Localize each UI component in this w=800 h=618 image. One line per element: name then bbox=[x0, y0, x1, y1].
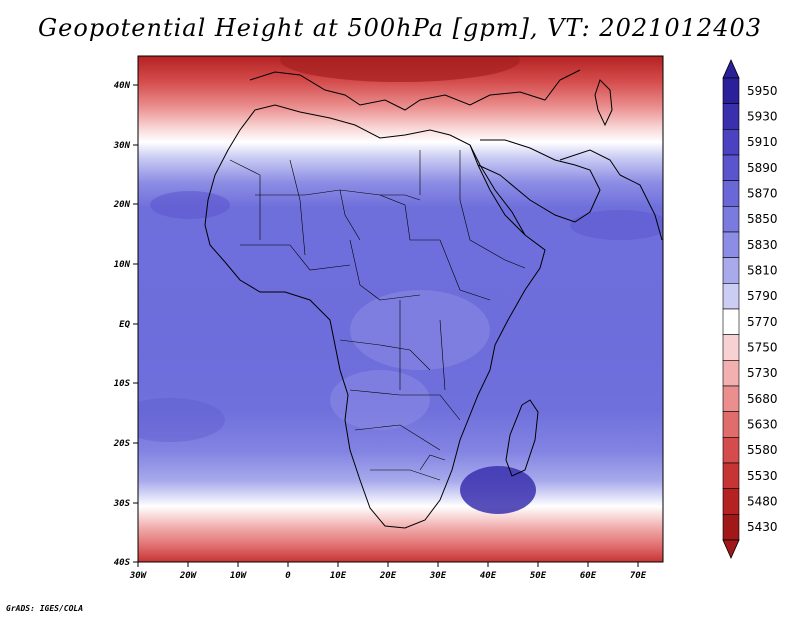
y-tick-label: 10N bbox=[114, 260, 131, 270]
madagascar-coastline bbox=[505, 399, 539, 477]
colorbar-swatch bbox=[722, 514, 740, 541]
colorbar-label: 5730 bbox=[747, 366, 778, 380]
colorbar-swatch bbox=[722, 411, 740, 438]
y-tick-label: 20N bbox=[113, 200, 131, 210]
x-tick-label: 0 bbox=[285, 571, 291, 581]
colorbar-swatch bbox=[722, 283, 740, 310]
colorbar-min-arrow bbox=[722, 539, 740, 559]
x-tick-label: 10E bbox=[330, 571, 347, 581]
x-tick-label: 20E bbox=[379, 571, 397, 581]
colorbar-label: 5910 bbox=[747, 135, 778, 149]
africa-coastline bbox=[204, 104, 546, 529]
y-tick-label: EQ bbox=[119, 320, 130, 330]
colorbar-swatch bbox=[722, 360, 740, 387]
x-tick-labels: 30W 20W 10W 0 10E 20E 30E 40E 50E 60E 70… bbox=[129, 571, 647, 581]
colorbar-label: 5850 bbox=[747, 212, 778, 226]
colorbar-max-arrow bbox=[722, 59, 740, 79]
colorbar-label: 5580 bbox=[747, 443, 778, 457]
india-coast bbox=[619, 174, 663, 241]
colorbar-label: 5890 bbox=[747, 161, 778, 175]
colorbar-swatch bbox=[722, 308, 740, 335]
colorbar-swatch bbox=[722, 385, 740, 412]
map-title: Geopotential Height at 500hPa [gpm], VT:… bbox=[38, 14, 762, 42]
colorbar-label: 5480 bbox=[747, 495, 778, 509]
colorbar-swatch bbox=[722, 129, 740, 156]
y-axis bbox=[133, 84, 138, 563]
coastlines bbox=[204, 69, 663, 529]
colorbar-swatch bbox=[722, 103, 740, 130]
colorbar-swatch bbox=[722, 488, 740, 515]
europe-coast bbox=[249, 69, 581, 111]
y-tick-label: 30S bbox=[113, 499, 131, 509]
colorbar-swatch bbox=[722, 180, 740, 207]
caspian-sea bbox=[594, 79, 613, 127]
x-tick-label: 20W bbox=[179, 571, 198, 581]
y-tick-label: 30N bbox=[113, 141, 131, 151]
colorbar-label: 5810 bbox=[747, 264, 778, 278]
x-tick-label: 40E bbox=[480, 571, 497, 581]
colorbar-swatch bbox=[722, 154, 740, 181]
x-tick-label: 30E bbox=[429, 571, 447, 581]
colorbar-swatch bbox=[722, 77, 740, 104]
x-tick-label: 30W bbox=[129, 571, 148, 581]
y-tick-label: 40N bbox=[114, 81, 131, 91]
colorbar-label: 5950 bbox=[747, 84, 778, 98]
field-features bbox=[138, 56, 663, 514]
y-tick-label: 10S bbox=[114, 379, 131, 389]
colorbar-label: 5770 bbox=[747, 315, 778, 329]
map-frame bbox=[137, 55, 664, 563]
colorbar-swatch bbox=[722, 462, 740, 489]
colorbar: 5950 5930 5910 5890 5870 5850 5830 5810 5790 5770… bbox=[722, 59, 778, 559]
x-tick-label: 50E bbox=[530, 571, 547, 581]
grads-credit: GrADS: IGES/COLA bbox=[6, 604, 84, 613]
colorbar-label: 5630 bbox=[747, 418, 778, 432]
colorbar-label: 5870 bbox=[747, 187, 778, 201]
x-tick-label: 60E bbox=[580, 571, 597, 581]
colorbar-swatch bbox=[722, 206, 740, 233]
y-tick-label: 40S bbox=[114, 558, 131, 568]
colorbar-label: 5530 bbox=[747, 469, 778, 483]
persian-gulf bbox=[559, 149, 621, 176]
arabia-coastline bbox=[477, 139, 601, 223]
colorbar-swatch bbox=[722, 231, 740, 258]
x-tick-label: 70E bbox=[630, 571, 647, 581]
y-tick-label: 20S bbox=[113, 439, 131, 449]
y-tick-labels: 40N 30N 20N 10N EQ 10S 20S 30S 40S bbox=[113, 81, 131, 568]
colorbar-swatch bbox=[722, 437, 740, 464]
colorbar-label: 5430 bbox=[747, 520, 778, 534]
colorbar-swatch bbox=[722, 257, 740, 284]
country-borders bbox=[229, 150, 526, 481]
colorbar-label: 5790 bbox=[747, 289, 778, 303]
colorbar-label: 5680 bbox=[747, 392, 778, 406]
x-axis bbox=[137, 562, 639, 567]
red-sea bbox=[469, 144, 526, 236]
colorbar-label: 5830 bbox=[747, 238, 778, 252]
x-tick-label: 10W bbox=[230, 571, 248, 581]
colorbar-label: 5750 bbox=[747, 341, 778, 355]
colorbar-swatch bbox=[722, 334, 740, 361]
colorbar-label: 5930 bbox=[747, 110, 778, 124]
